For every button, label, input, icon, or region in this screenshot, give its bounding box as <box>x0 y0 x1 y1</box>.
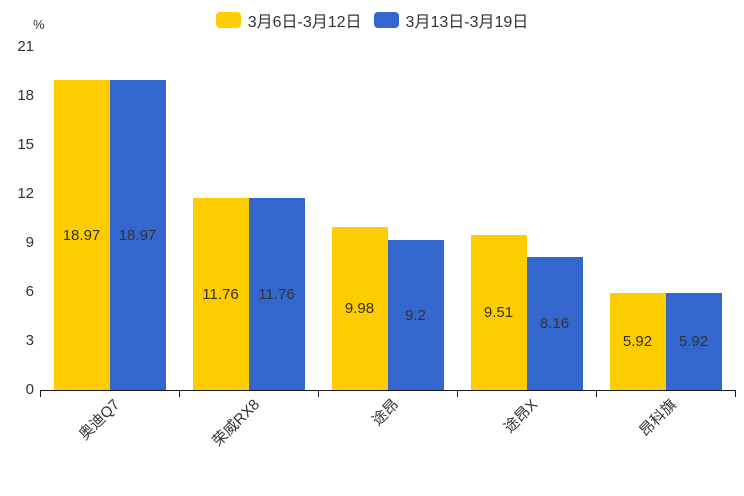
legend-item-week1[interactable]: 3月6日-3月12日 <box>215 8 362 32</box>
x-category-label: 途昂 <box>368 396 403 430</box>
bar-group-tuangx: 9.51 8.16 <box>457 47 596 390</box>
bar-value-label: 8.16 <box>539 315 570 332</box>
y-axis-labels: 0 3 6 9 12 15 18 21 <box>0 38 34 398</box>
legend-swatch-yellow-icon <box>215 12 241 28</box>
bar-group-rongweirx8: 11.76 11.76 <box>179 47 318 390</box>
x-axis-tick <box>735 391 736 397</box>
x-axis-tick <box>318 391 319 397</box>
bar-group-aodiq7: 18.97 18.97 <box>40 47 179 390</box>
legend-item-week2[interactable]: 3月13日-3月19日 <box>373 8 529 32</box>
y-tick-label: 12 <box>17 185 34 202</box>
bar-value-label: 11.76 <box>258 285 295 303</box>
x-axis-tick <box>179 391 180 397</box>
bar-week2[interactable]: 11.76 <box>248 198 305 390</box>
y-tick-label: 3 <box>25 332 34 349</box>
x-category-label: 奥迪Q7 <box>75 396 124 444</box>
plot-area: 18.97 18.97 11.76 11.76 9.98 9.2 9.51 <box>40 47 735 390</box>
bar-week2[interactable]: 18.97 <box>109 80 166 390</box>
x-axis-line <box>40 390 736 391</box>
x-category-label: 荣威RX8 <box>209 396 264 450</box>
y-tick-label: 15 <box>17 136 34 153</box>
bar-week2[interactable]: 8.16 <box>526 257 583 390</box>
y-tick-label: 6 <box>25 283 34 300</box>
bar-week2[interactable]: 5.92 <box>665 293 722 390</box>
legend-swatch-blue-icon <box>373 12 399 28</box>
legend-label: 3月6日-3月12日 <box>247 14 362 31</box>
bar-week1[interactable]: 5.92 <box>609 293 666 390</box>
bar-week1[interactable]: 18.97 <box>53 80 110 390</box>
y-tick-label: 9 <box>25 234 34 251</box>
y-axis-unit: % <box>33 17 45 32</box>
bar-value-label: 5.92 <box>678 333 709 350</box>
bar-group-angkeqi: 5.92 5.92 <box>596 47 735 390</box>
legend-label: 3月13日-3月19日 <box>405 14 529 31</box>
y-tick-label: 0 <box>25 381 34 398</box>
x-axis-tick <box>40 391 41 397</box>
bar-value-label: 5.92 <box>622 333 653 350</box>
bar-week1[interactable]: 11.76 <box>192 198 249 390</box>
y-tick-label: 21 <box>17 38 34 55</box>
bar-week1[interactable]: 9.51 <box>470 235 527 390</box>
x-category-label: 昂科旗 <box>636 396 681 440</box>
bar-week1[interactable]: 9.98 <box>331 227 388 390</box>
x-axis-tick <box>596 391 597 397</box>
y-tick-label: 18 <box>17 87 34 104</box>
bar-value-label: 18.97 <box>62 226 101 244</box>
bar-value-label: 9.51 <box>483 304 514 321</box>
x-axis-tick <box>457 391 458 397</box>
bar-value-label: 18.97 <box>118 226 157 244</box>
bar-value-label: 11.76 <box>202 285 239 303</box>
bar-group-tuang: 9.98 9.2 <box>318 47 457 390</box>
x-category-label: 途昂X <box>500 396 542 437</box>
bar-value-label: 9.2 <box>405 306 426 324</box>
bar-week2[interactable]: 9.2 <box>387 240 444 390</box>
bar-value-label: 9.98 <box>344 300 375 317</box>
legend: 3月6日-3月12日 3月13日-3月19日 <box>0 8 744 32</box>
